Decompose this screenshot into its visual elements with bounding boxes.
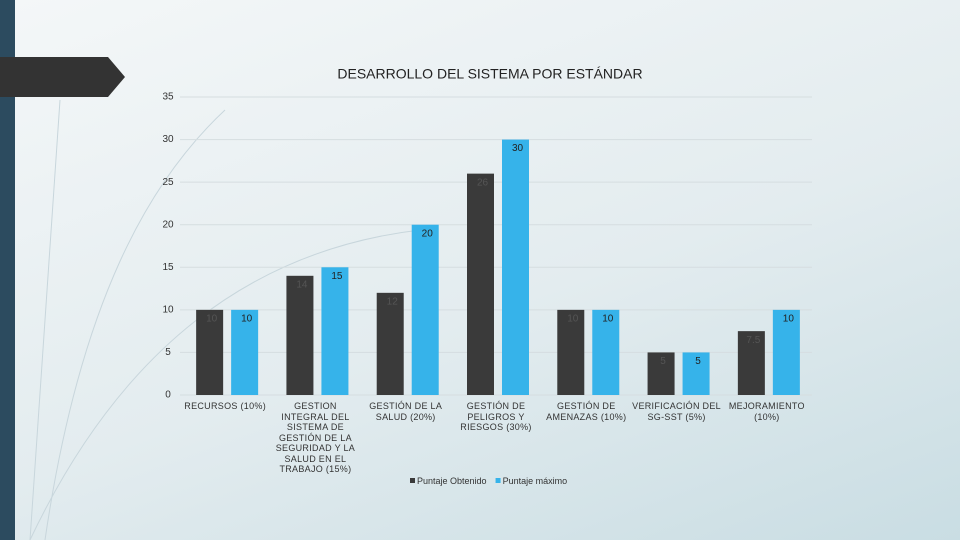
data-label: 10 [206,313,218,324]
data-label: 5 [695,356,701,367]
bar [682,352,710,395]
bar [231,309,259,395]
data-label: 10 [602,313,614,324]
data-label: 7.5 [746,335,760,346]
bar [376,292,404,395]
legend-swatch [410,478,415,483]
title-arrow [0,57,125,97]
y-tick-label: 30 [162,134,174,145]
y-tick-label: 25 [162,177,174,188]
bar [502,139,529,395]
data-label: 5 [660,356,666,367]
y-tick-label: 5 [165,347,171,358]
bar [557,309,585,395]
x-tick-label: GESTIÓN DE PELIGROS Y RIESGOS (30%) [460,401,532,432]
chart-title: DESARROLLO DEL SISTEMA POR ESTÁNDAR [337,66,642,82]
bar [772,309,800,395]
bar [467,173,494,395]
decor-lines [29,99,421,540]
bar [321,267,349,395]
legend-label: Puntaje máximo [503,476,568,486]
data-label: 10 [567,313,579,324]
y-tick-label: 10 [162,304,174,315]
bar [592,309,620,395]
x-tick-label: GESTIÓN DE LA SALUD (20%) [369,401,443,422]
bar [647,352,675,395]
bar [196,309,224,395]
legend-label: Puntaje Obtenido [417,476,487,486]
bar [286,275,314,395]
data-label: 15 [331,271,343,282]
data-label: 12 [387,296,399,307]
y-tick-label: 0 [165,390,171,401]
x-tick-label: MEJORAMIENTO (10%) [728,401,805,422]
side-bar [0,0,15,540]
x-tick-label: VERIFICACIÓN DEL SG-SST (5%) [632,401,721,422]
bar [411,224,439,395]
y-tick-label: 35 [162,92,174,103]
y-tick-label: 15 [162,262,174,273]
x-tick-label: GESTIÓN DE AMENAZAS (10%) [546,401,627,422]
x-tick-label: GESTION INTEGRAL DEL SISTEMA DE GESTIÓN … [275,401,356,474]
x-tick-label: RECURSOS (10%) [184,401,266,411]
data-label: 10 [783,313,795,324]
data-label: 30 [512,143,524,154]
data-label: 10 [241,313,253,324]
bar [737,331,765,395]
legend-swatch [495,478,501,483]
y-tick-label: 20 [162,219,174,230]
data-label: 14 [296,279,308,290]
data-label: 26 [477,177,489,188]
data-label: 20 [422,228,434,239]
